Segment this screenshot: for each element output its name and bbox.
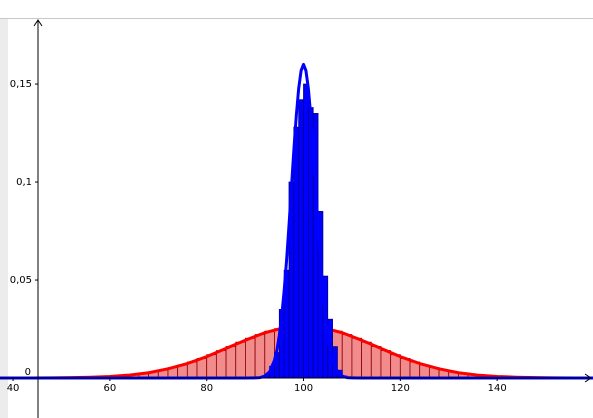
histogram-bar <box>293 126 300 379</box>
axes: 40 60 80 100 120 140 0 0,05 0,1 0,15 <box>0 19 592 418</box>
histogram-bar <box>235 341 246 379</box>
x-tick-label: 40 <box>7 383 20 394</box>
x-tick-label: 100 <box>294 383 313 394</box>
side-panel <box>0 18 8 418</box>
histogram-bar <box>215 350 227 379</box>
x-tick-label: 80 <box>200 383 213 394</box>
histogram-bar <box>351 337 363 379</box>
y-tick-label: 0,1 <box>16 177 32 188</box>
x-tick-label: 120 <box>391 383 410 394</box>
x-tick-label: 60 <box>104 383 117 394</box>
histogram-bar <box>225 346 237 379</box>
histogram-bar <box>254 334 266 379</box>
histogram-bar <box>341 334 353 379</box>
y-tick-label: 0,15 <box>10 79 32 90</box>
density-curve <box>0 62 593 380</box>
histogram-bar <box>298 99 304 379</box>
y-axis-arrow <box>33 19 43 27</box>
y-tick-label: 0 <box>25 367 31 378</box>
histogram-bar <box>303 83 309 379</box>
histogram-bar <box>370 346 382 379</box>
histogram-bar <box>399 358 411 379</box>
y-tick-label: 0,05 <box>10 275 32 286</box>
x-axis-arrow <box>584 373 592 383</box>
histogram-bar <box>196 358 208 379</box>
histogram-bar <box>206 354 217 379</box>
histogram-bar <box>380 350 392 379</box>
plot-area <box>0 62 593 380</box>
x-tick-label: 140 <box>488 383 507 394</box>
histogram-bar <box>245 337 256 379</box>
histogram-bar <box>390 354 401 379</box>
histogram-bar <box>361 341 372 379</box>
